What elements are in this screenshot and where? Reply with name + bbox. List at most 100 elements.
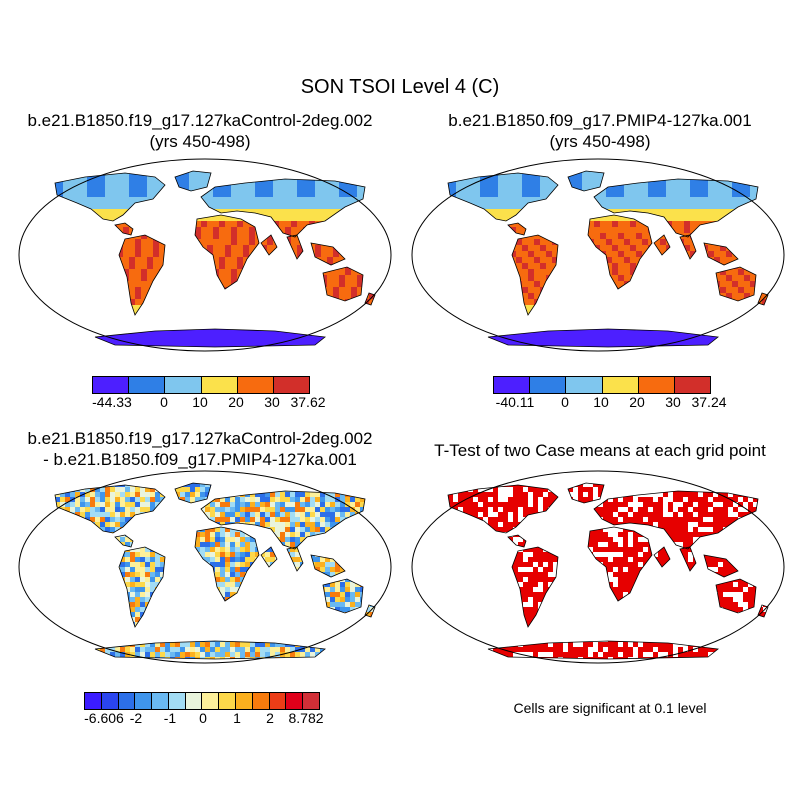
- grid-cell: [696, 335, 702, 341]
- grid-cell: [624, 269, 630, 275]
- grid-cell: [177, 221, 183, 227]
- grid-cell: [21, 335, 27, 341]
- grid-cell: [201, 263, 207, 269]
- grid-cell: [345, 293, 351, 299]
- grid-cell: [678, 191, 684, 197]
- grid-cell: [786, 281, 788, 287]
- grid-cell: [177, 299, 183, 305]
- grid-cell: [726, 197, 732, 203]
- grid-cell: [195, 477, 200, 482]
- grid-cell: [456, 329, 462, 335]
- grid-cell: [345, 502, 350, 507]
- grid-cell: [105, 467, 110, 472]
- grid-cell: [474, 215, 480, 221]
- grid-cell: [147, 203, 153, 209]
- grid-cell: [267, 347, 273, 353]
- grid-cell: [444, 155, 450, 161]
- grid-cell: [432, 329, 438, 335]
- grid-cell: [486, 155, 492, 161]
- grid-cell: [129, 197, 135, 203]
- grid-cell: [165, 215, 171, 221]
- grid-cell: [351, 287, 357, 293]
- grid-cell: [546, 221, 552, 227]
- grid-cell: [333, 311, 339, 317]
- grid-cell: [786, 161, 788, 167]
- grid-cell: [21, 299, 27, 305]
- grid-cell: [420, 293, 426, 299]
- grid-cell: [357, 347, 363, 353]
- grid-cell: [141, 311, 147, 317]
- grid-cell: [150, 502, 155, 507]
- grid-cell: [768, 293, 774, 299]
- grid-cell: [774, 209, 780, 215]
- grid-cell: [33, 299, 39, 305]
- grid-cell: [480, 341, 486, 347]
- grid-cell: [321, 257, 327, 263]
- grid-cell: [195, 353, 201, 355]
- grid-cell: [594, 269, 600, 275]
- grid-cell: [75, 155, 81, 161]
- grid-cell: [756, 281, 762, 287]
- grid-cell: [708, 269, 714, 275]
- grid-cell: [30, 492, 35, 497]
- grid-cell: [726, 155, 732, 161]
- grid-cell: [450, 245, 456, 251]
- grid-cell: [275, 467, 280, 472]
- grid-cell: [468, 299, 474, 305]
- grid-cell: [606, 233, 612, 239]
- grid-cell: [69, 335, 75, 341]
- grid-cell: [570, 191, 576, 197]
- grid-cell: [726, 215, 732, 221]
- grid-cell: [762, 161, 768, 167]
- grid-cell: [21, 311, 27, 317]
- grid-cell: [207, 227, 213, 233]
- grid-cell: [55, 269, 57, 275]
- grid-cell: [546, 155, 552, 161]
- grid-cell: [333, 171, 339, 173]
- grid-cell: [291, 179, 297, 185]
- grid-cell: [762, 341, 768, 347]
- grid-cell: [75, 233, 81, 239]
- grid-cell: [225, 269, 231, 275]
- grid-cell: [600, 171, 606, 173]
- grid-cell: [57, 353, 63, 355]
- grid-cell: [448, 233, 450, 239]
- grid-cell: [618, 299, 624, 305]
- grid-cell: [243, 233, 249, 239]
- grid-cell: [340, 502, 345, 507]
- grid-cell: [285, 323, 291, 329]
- grid-cell: [363, 353, 369, 355]
- grid-cell: [738, 263, 744, 269]
- grid-cell: [448, 293, 450, 299]
- grid-cell: [249, 293, 255, 299]
- grid-cell: [305, 472, 310, 477]
- grid-cell: [558, 281, 564, 287]
- grid-cell: [220, 497, 225, 502]
- grid-cell: [171, 221, 177, 227]
- grid-cell: [255, 191, 261, 197]
- grid-cell: [243, 299, 249, 305]
- grid-cell: [225, 221, 231, 227]
- grid-cell: [624, 203, 630, 209]
- grid-cell: [552, 275, 558, 281]
- grid-cell: [117, 251, 123, 257]
- grid-cell: [750, 269, 756, 275]
- grid-cell: [660, 293, 666, 299]
- grid-cell: [696, 155, 702, 161]
- grid-cell: [273, 191, 279, 197]
- grid-cell: [189, 269, 195, 275]
- grid-cell: [660, 353, 666, 355]
- grid-cell: [69, 209, 75, 215]
- grid-cell: [15, 233, 21, 239]
- grid-cell: [321, 179, 327, 185]
- grid-cell: [285, 305, 291, 311]
- grid-cell: [27, 329, 33, 335]
- grid-cell: [387, 179, 393, 185]
- grid-cell: [15, 497, 20, 502]
- grid-cell: [672, 215, 678, 221]
- grid-cell: [558, 179, 564, 185]
- grid-cell: [93, 311, 99, 317]
- grid-cell: [219, 161, 225, 167]
- grid-cell: [570, 221, 576, 227]
- grid-cell: [486, 269, 492, 275]
